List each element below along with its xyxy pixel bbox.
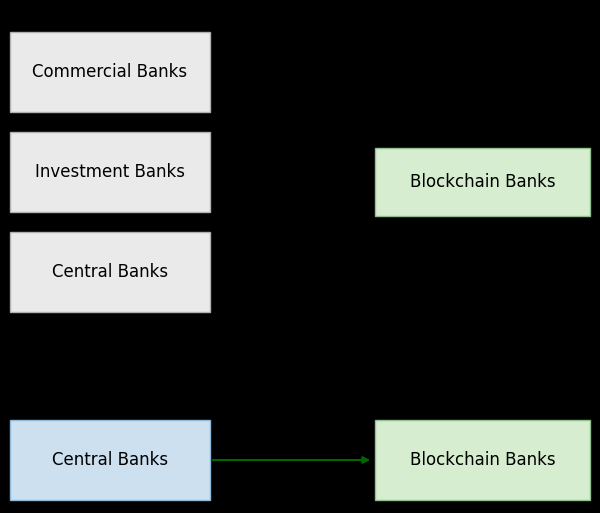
FancyBboxPatch shape xyxy=(10,420,210,500)
Text: Central Banks: Central Banks xyxy=(52,263,168,281)
Text: Investment Banks: Investment Banks xyxy=(35,163,185,181)
FancyBboxPatch shape xyxy=(10,232,210,312)
Text: Commercial Banks: Commercial Banks xyxy=(32,63,188,81)
FancyBboxPatch shape xyxy=(10,132,210,212)
Text: Blockchain Banks: Blockchain Banks xyxy=(410,173,556,191)
FancyBboxPatch shape xyxy=(375,148,590,216)
FancyBboxPatch shape xyxy=(375,420,590,500)
FancyBboxPatch shape xyxy=(10,32,210,112)
Text: Blockchain Banks: Blockchain Banks xyxy=(410,451,556,469)
Text: Central Banks: Central Banks xyxy=(52,451,168,469)
